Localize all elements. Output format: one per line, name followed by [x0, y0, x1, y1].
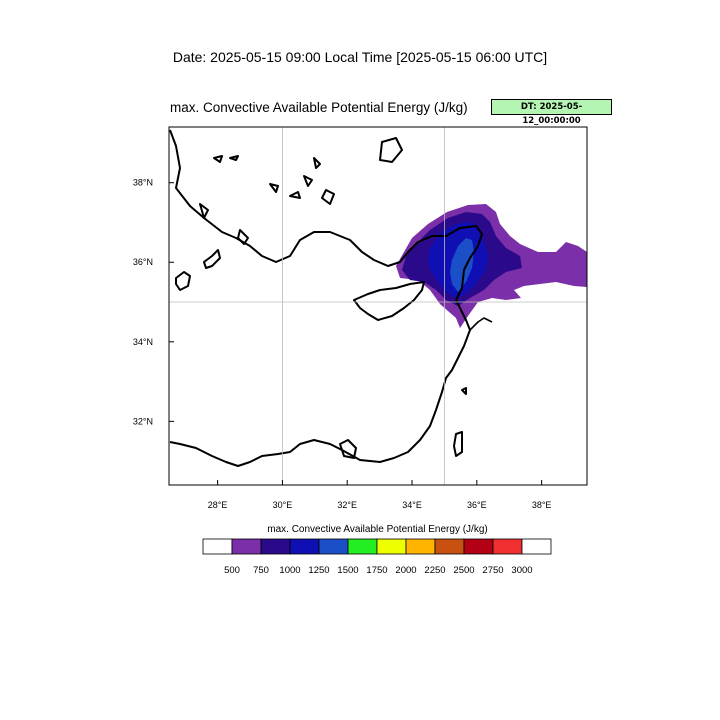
island-7: [229, 155, 239, 161]
colorbar-swatch: [434, 538, 465, 555]
colorbar-label: 2750: [482, 565, 504, 576]
colorbar-label: 500: [224, 565, 240, 576]
colorbar-label: 1750: [366, 565, 388, 576]
lon-tick-label: 36°E: [467, 500, 487, 510]
colorbar-label: 1250: [308, 565, 330, 576]
lat-tick-label: 36°N: [133, 257, 153, 267]
colorbar-label: 2000: [395, 565, 417, 576]
coastline-crete: [175, 271, 191, 291]
lat-tick-label: 38°N: [133, 178, 153, 188]
lon-tick-label: 28°E: [208, 500, 228, 510]
island-1: [269, 183, 279, 193]
lat-tick-label: 34°N: [133, 337, 153, 347]
colorbar-swatch: [347, 538, 378, 555]
coastline-levant: [169, 299, 471, 467]
lon-tick-label: 34°E: [402, 500, 422, 510]
colorbar-swatch: [376, 538, 407, 555]
lake-2: [461, 387, 467, 395]
colorbar-label: 2500: [453, 565, 475, 576]
axis-ticks: 28°E 30°E 32°E 34°E 36°E 38°E 32°N 34°N 36°N 38°N: [133, 178, 552, 510]
colorbar-label: 1500: [337, 565, 359, 576]
colorbar-swatch: [289, 538, 320, 555]
nile-delta: [339, 439, 357, 459]
lake-1: [453, 431, 463, 457]
date-title: Date: 2025-05-15 09:00 Local Time [2025-…: [172, 49, 548, 65]
colorbar-label: 750: [253, 565, 269, 576]
island-6: [213, 155, 223, 163]
map-title: max. Convective Available Potential Ener…: [170, 100, 468, 115]
lat-tick-label: 32°N: [133, 416, 153, 426]
graticule: [169, 127, 587, 485]
coastlines: [169, 129, 493, 467]
island-9: [199, 203, 209, 219]
colorbar: [202, 538, 552, 555]
dt-badge: DT: 2025-05-12_00:00:00: [491, 99, 612, 126]
jordan-line: [469, 317, 493, 331]
colorbar-label: 3000: [511, 565, 533, 576]
colorbar-swatch: [202, 538, 233, 555]
cape-field: [396, 204, 587, 328]
colorbar-swatch: [318, 538, 349, 555]
lon-tick-label: 38°E: [532, 500, 552, 510]
island-5: [379, 137, 403, 163]
colorbar-title: max. Convective Available Potential Ener…: [267, 524, 488, 535]
coastline-cyprus: [353, 281, 425, 321]
lon-tick-label: 30°E: [273, 500, 293, 510]
island-8: [237, 229, 249, 245]
colorbar-swatch: [521, 538, 552, 555]
coastline-rhodes: [203, 249, 221, 269]
coastline-anatolia: [169, 129, 483, 301]
island-2: [289, 191, 301, 199]
colorbar-swatch: [231, 538, 262, 555]
colorbar-swatch: [463, 538, 494, 555]
colorbar-swatch: [492, 538, 523, 555]
island-4: [303, 175, 313, 187]
island-3: [321, 189, 335, 205]
island-10: [313, 157, 321, 169]
colorbar-label: 1000: [279, 565, 301, 576]
lon-tick-label: 32°E: [337, 500, 357, 510]
map-frame: [168, 126, 588, 486]
cape-contour-1250: [450, 238, 474, 292]
colorbar-label: 2250: [424, 565, 446, 576]
colorbar-swatch: [405, 538, 436, 555]
colorbar-swatch: [260, 538, 291, 555]
